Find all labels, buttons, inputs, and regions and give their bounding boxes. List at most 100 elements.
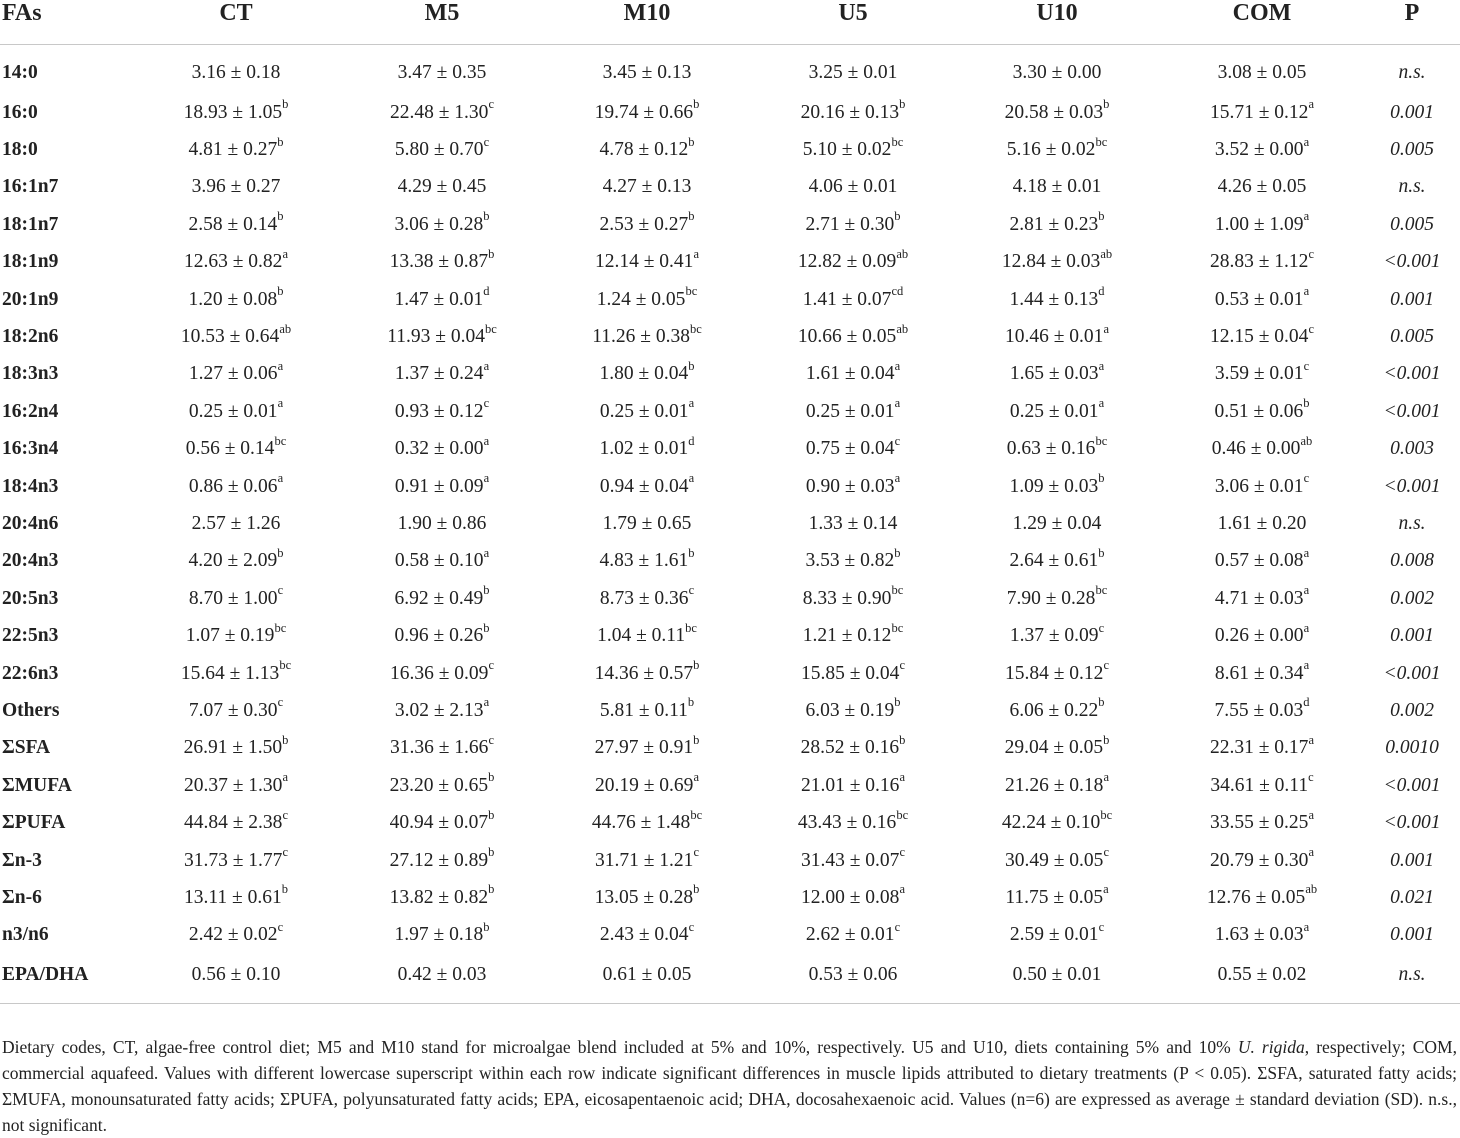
value-cell: 8.61 ± 0.34a: [1160, 655, 1364, 692]
significance-superscript: b: [1103, 97, 1110, 112]
value-text: 1.24 ± 0.05: [596, 288, 686, 310]
value-text: 12.14 ± 0.41: [594, 251, 694, 273]
value-text: 2.43 ± 0.04: [599, 924, 689, 946]
value-cell: 0.32 ± 0.00a: [342, 431, 542, 468]
value-cell: 3.47 ± 0.35: [342, 45, 542, 95]
value-cell: 33.55 ± 0.25a: [1160, 804, 1364, 841]
value-cell: 12.84 ± 0.03ab: [954, 244, 1160, 281]
value-text: 10.66 ± 0.05: [797, 326, 897, 348]
value-cell: 3.06 ± 0.01c: [1160, 468, 1364, 505]
value-cell: 7.90 ± 0.28bc: [954, 580, 1160, 617]
significance-superscript: b: [483, 209, 490, 224]
value-cell: 1.63 ± 0.03a: [1160, 917, 1364, 954]
significance-superscript: bc: [274, 620, 287, 635]
value-text: 1.65 ± 0.03: [1009, 363, 1099, 385]
fatty-acid-label: ΣPUFA: [2, 812, 66, 834]
table-row: 20:4n3 4.20 ± 2.09b 0.58 ± 0.10a 4.83 ± 1.6…: [0, 543, 1460, 580]
value-text: 7.07 ± 0.30: [188, 699, 278, 721]
value-cell: 3.16 ± 0.18: [130, 45, 342, 95]
significance-superscript: a: [1303, 583, 1310, 598]
value-cell: 23.20 ± 0.65b: [342, 767, 542, 804]
value-text: 1.09 ± 0.03: [1009, 475, 1099, 497]
value-cell: 1.80 ± 0.04b: [542, 356, 752, 393]
table-row: 20:5n3 8.70 ± 1.00c 6.92 ± 0.49b 8.73 ± 0.3…: [0, 580, 1460, 617]
value-text: 0.56 ± 0.10: [191, 964, 281, 986]
significance-superscript: a: [693, 246, 699, 261]
fatty-acid-label: 16:3n4: [2, 438, 59, 460]
significance-superscript: b: [899, 732, 906, 747]
significance-superscript: b: [483, 620, 490, 635]
value-text: 12.00 ± 0.08: [800, 886, 900, 908]
value-cell: 2.64 ± 0.61b: [954, 543, 1160, 580]
fatty-acid-label: 18:0: [2, 139, 38, 161]
value-text: 20.37 ± 1.30: [183, 774, 283, 796]
significance-superscript: b: [693, 97, 700, 112]
value-text: 0.53 ± 0.06: [808, 964, 898, 986]
value-text: 1.37 ± 0.09: [1009, 625, 1099, 647]
table-row: 16:2n4 0.25 ± 0.01a 0.93 ± 0.12c 0.25 ± 0.0…: [0, 393, 1460, 430]
significance-superscript: bc: [690, 807, 703, 822]
value-text: 0.42 ± 0.03: [397, 964, 487, 986]
value-cell: 3.96 ± 0.27: [130, 169, 342, 206]
value-text: 0.25 ± 0.01: [599, 400, 689, 422]
value-text: 1.61 ± 0.04: [805, 363, 895, 385]
value-cell: 15.71 ± 0.12a: [1160, 94, 1364, 131]
significance-superscript: c: [1098, 620, 1105, 635]
table-row: Σn-6 13.11 ± 0.61b 13.82 ± 0.82b 13.05 ± 0.…: [0, 879, 1460, 916]
value-cell: 4.18 ± 0.01: [954, 169, 1160, 206]
value-cell: 2.57 ± 1.26: [130, 505, 342, 542]
value-text: 8.61 ± 0.34: [1214, 662, 1304, 684]
value-cell: 0.42 ± 0.03: [342, 953, 542, 1004]
value-text: 3.25 ± 0.01: [808, 61, 898, 83]
table-row: 16:1n7 3.96 ± 0.27 4.29 ± 0.45 4.27 ± 0.13 4…: [0, 169, 1460, 206]
value-cell: 11.75 ± 0.05a: [954, 879, 1160, 916]
value-cell: 0.96 ± 0.26b: [342, 617, 542, 654]
significance-superscript: c: [688, 583, 695, 598]
value-text: 0.51 ± 0.06: [1214, 400, 1304, 422]
value-cell: 0.56 ± 0.14bc: [130, 431, 342, 468]
significance-superscript: c: [1103, 845, 1109, 859]
value-text: 20.16 ± 0.13: [800, 101, 900, 123]
p-value: 0.001: [1390, 288, 1434, 310]
value-cell: 2.53 ± 0.27b: [542, 206, 752, 243]
significance-superscript: c: [483, 134, 490, 149]
significance-superscript: c: [899, 845, 905, 859]
significance-superscript: bc: [685, 620, 697, 635]
significance-superscript: bc: [891, 134, 904, 149]
value-cell: 2.58 ± 0.14b: [130, 206, 342, 243]
p-value: 0.005: [1390, 213, 1434, 235]
value-cell: 44.76 ± 1.48bc: [542, 804, 752, 841]
value-text: 18.93 ± 1.05: [183, 101, 283, 123]
header-m5: M5: [342, 0, 542, 45]
value-cell: 4.06 ± 0.01: [752, 169, 954, 206]
value-text: 2.42 ± 0.02: [188, 924, 278, 946]
value-cell: 12.15 ± 0.04c: [1160, 318, 1364, 355]
value-cell: 1.37 ± 0.24a: [342, 356, 542, 393]
significance-superscript: a: [483, 471, 490, 486]
value-text: 30.49 ± 0.05: [1004, 849, 1104, 871]
table-row: 18:2n6 10.53 ± 0.64ab 11.93 ± 0.04bc 11.26 …: [0, 318, 1460, 355]
value-cell: 5.10 ± 0.02bc: [752, 131, 954, 168]
value-text: 22.48 ± 1.30: [389, 101, 489, 123]
value-cell: 5.81 ± 0.11b: [542, 692, 752, 729]
significance-superscript: a: [277, 358, 284, 373]
value-text: 15.84 ± 0.12: [1004, 662, 1104, 684]
value-text: 1.33 ± 0.14: [808, 512, 898, 534]
value-text: 2.64 ± 0.61: [1009, 550, 1099, 572]
fatty-acid-label: 16:1n7: [2, 176, 59, 198]
value-cell: 2.59 ± 0.01c: [954, 917, 1160, 954]
value-text: 3.06 ± 0.28: [394, 213, 484, 235]
value-text: 27.12 ± 0.89: [389, 849, 489, 871]
value-text: 1.80 ± 0.04: [599, 363, 689, 385]
value-text: 10.53 ± 0.64: [180, 326, 280, 348]
value-text: 1.44 ± 0.13: [1009, 288, 1099, 310]
value-cell: 20.16 ± 0.13b: [752, 94, 954, 131]
footnote-species: U. rigida: [1237, 1036, 1305, 1057]
value-text: 15.85 ± 0.04: [800, 662, 900, 684]
value-text: 12.82 ± 0.09: [797, 251, 897, 273]
p-value: 0.021: [1390, 886, 1434, 908]
significance-superscript: b: [687, 695, 695, 710]
value-cell: 0.46 ± 0.00ab: [1160, 431, 1364, 468]
value-text: 1.29 ± 0.04: [1012, 512, 1102, 534]
value-cell: 2.42 ± 0.02c: [130, 917, 342, 954]
